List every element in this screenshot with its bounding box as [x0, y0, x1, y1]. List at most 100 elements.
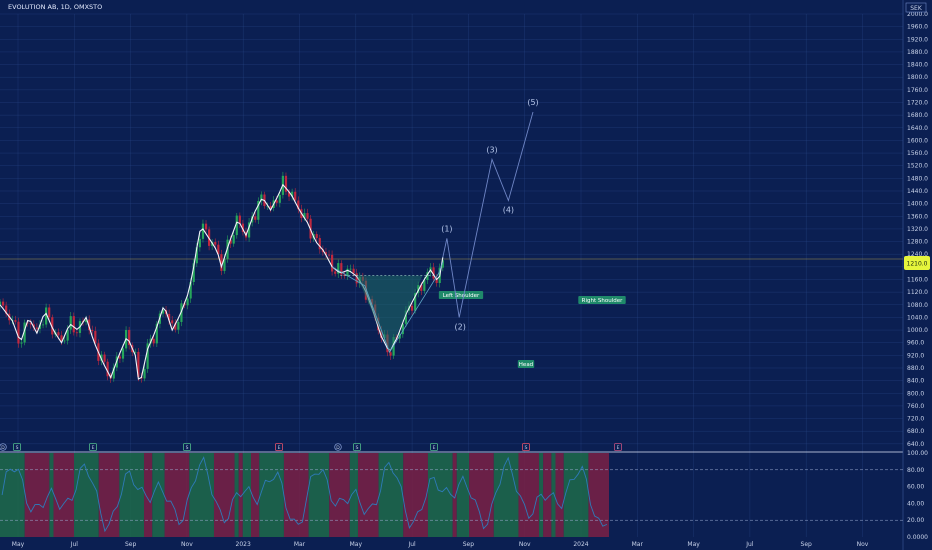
candle-body	[294, 191, 297, 201]
oscillator-band	[357, 453, 379, 537]
event-marker	[13, 443, 21, 451]
price-tick-label: 720.0	[907, 416, 924, 423]
elliott-projection: (1) (2) (3) (4) (5)	[441, 98, 538, 331]
oscillator-tick-label: 20.00	[907, 517, 924, 524]
candle-body	[220, 254, 223, 271]
candle-body	[254, 216, 257, 220]
event-marker-label: D	[1, 445, 5, 451]
oscillator-band	[152, 453, 165, 537]
event-marker-label: S	[525, 445, 528, 451]
price-tick-label: 1960.0	[907, 24, 928, 31]
candle-body	[204, 223, 208, 230]
price-tick-label: 800.0	[907, 390, 924, 397]
candle-body	[75, 332, 78, 334]
price-tick-label: 1560.0	[907, 150, 928, 157]
oscillator-band	[555, 453, 564, 537]
price-tick-label: 1240.0	[907, 251, 928, 258]
candle-body	[112, 367, 115, 379]
price-tick-label: 1000.0	[907, 327, 928, 334]
oscillator-band	[24, 453, 50, 537]
oscillator-band	[551, 453, 556, 537]
candle-body	[318, 238, 321, 250]
oscillator-tick-label: 40.00	[907, 500, 924, 507]
oscillator-band	[493, 453, 519, 537]
price-tick-label: 1880.0	[907, 49, 928, 56]
candle-body	[186, 298, 189, 306]
head-shoulders-pattern: Left Shoulder Head Right Shoulder	[331, 261, 626, 368]
candle-body	[238, 215, 241, 224]
price-tick-label: 1080.0	[907, 302, 928, 309]
oscillator-band	[251, 453, 260, 537]
wave-label: (1)	[441, 224, 452, 233]
price-tick-label: 640.0	[907, 441, 924, 448]
candle-body	[275, 200, 278, 203]
left-shoulder-label: Left Shoulder	[443, 293, 480, 299]
head-triangle	[356, 275, 423, 353]
candle-body	[426, 272, 429, 281]
event-marker	[353, 443, 361, 451]
candle-body	[352, 268, 355, 274]
oscillator-band	[242, 453, 252, 537]
candle-body	[331, 254, 334, 272]
oscillator-tick-label: 0.0000	[907, 534, 928, 541]
oscillator-band	[403, 453, 428, 537]
candle-body	[241, 223, 245, 232]
candle-body	[35, 327, 38, 329]
candle-body	[5, 305, 8, 314]
time-tick-label: Mar	[294, 541, 306, 548]
candle-body	[1, 301, 5, 306]
price-tag-label: 1210.0	[907, 261, 928, 268]
candle-body	[88, 319, 91, 331]
projection-line	[442, 111, 534, 318]
oscillator-band	[234, 453, 239, 537]
candle-body	[94, 330, 97, 344]
time-tick-label: Sep	[125, 541, 137, 548]
oscillator-band	[259, 453, 284, 537]
price-tick-label: 1120.0	[907, 289, 928, 296]
candle-body	[343, 274, 346, 276]
oscillator-band	[456, 453, 470, 537]
price-tick-label: 1840.0	[907, 62, 928, 69]
oscillator-line	[1, 456, 608, 533]
time-tick-label: Nov	[857, 541, 869, 548]
wave-label: (2)	[455, 322, 466, 331]
time-tick-label: May	[350, 541, 363, 548]
oscillator-band	[469, 453, 494, 537]
candle-body	[217, 244, 220, 255]
candle-body	[346, 268, 349, 276]
oscillator-band	[164, 453, 190, 537]
time-tick-label: 2024	[573, 541, 588, 548]
candle-body	[118, 356, 122, 359]
candle-body	[223, 258, 226, 271]
candle-body	[171, 320, 174, 324]
candle-body	[69, 316, 72, 330]
event-marker	[522, 443, 530, 451]
candle-body	[340, 263, 343, 275]
candle-body	[214, 241, 217, 245]
candle-body	[168, 313, 171, 321]
candle-body	[189, 282, 192, 299]
candle-body	[23, 322, 26, 343]
event-marker-label: E	[278, 445, 281, 451]
candle-body	[201, 223, 205, 239]
event-marker	[89, 443, 97, 451]
candle-body	[66, 329, 69, 341]
candle-body	[247, 222, 251, 238]
price-tick-label: 1280.0	[907, 239, 928, 246]
candle-body	[315, 234, 318, 239]
candle-body	[177, 321, 180, 330]
currency-button[interactable]	[905, 2, 927, 13]
candle-body	[0, 301, 2, 305]
time-tick-label: Mar	[632, 541, 644, 548]
candle-body	[432, 267, 435, 279]
candle-body	[85, 319, 88, 323]
price-tick-label: 920.0	[907, 352, 924, 359]
candle-body	[91, 330, 94, 331]
candle-body	[327, 254, 331, 256]
candle-body	[29, 322, 32, 325]
price-tick-label: 1920.0	[907, 36, 928, 43]
time-tick-label: Jul	[407, 541, 416, 548]
oscillator-band	[49, 453, 54, 537]
